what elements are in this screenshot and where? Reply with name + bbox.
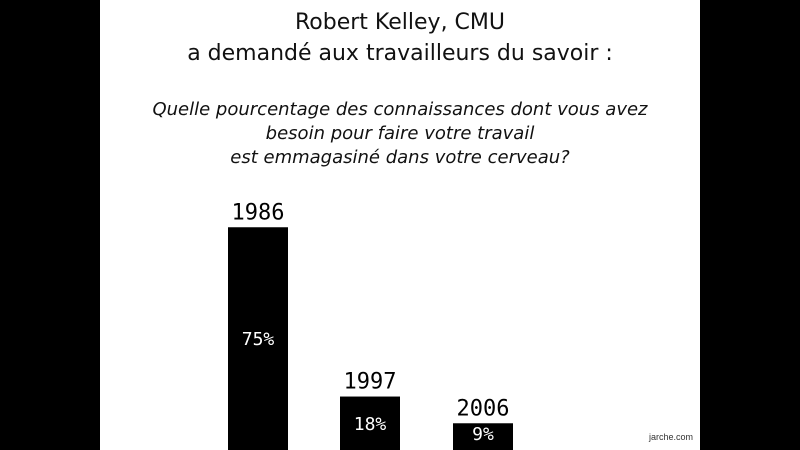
slide-title-line-2: a demandé aux travailleurs du savoir : [187,41,613,66]
bar-1997 [340,396,400,450]
question-line-1: Quelle pourcentage des connaissances don… [152,99,648,120]
question-line-2: besoin pour faire votre travail [265,123,535,144]
category-label-1986: 1986 [232,200,285,225]
bar-chart: 1986 75% 1997 18% 2006 9% [228,200,513,450]
category-label-2006: 2006 [457,396,510,421]
value-label-2006: 9% [472,424,494,445]
category-label-1997: 1997 [344,370,397,395]
slide: Robert Kelley, CMU a demandé aux travail… [100,0,700,450]
source-credit: jarche.com [649,432,694,442]
value-label-1986: 75% [242,329,275,350]
bar-2006 [453,423,513,450]
question-line-3: est emmagasiné dans votre cerveau? [230,147,570,168]
slide-title-line-1: Robert Kelley, CMU [295,10,505,35]
value-label-1997: 18% [354,414,387,435]
bar-1986 [228,227,288,450]
